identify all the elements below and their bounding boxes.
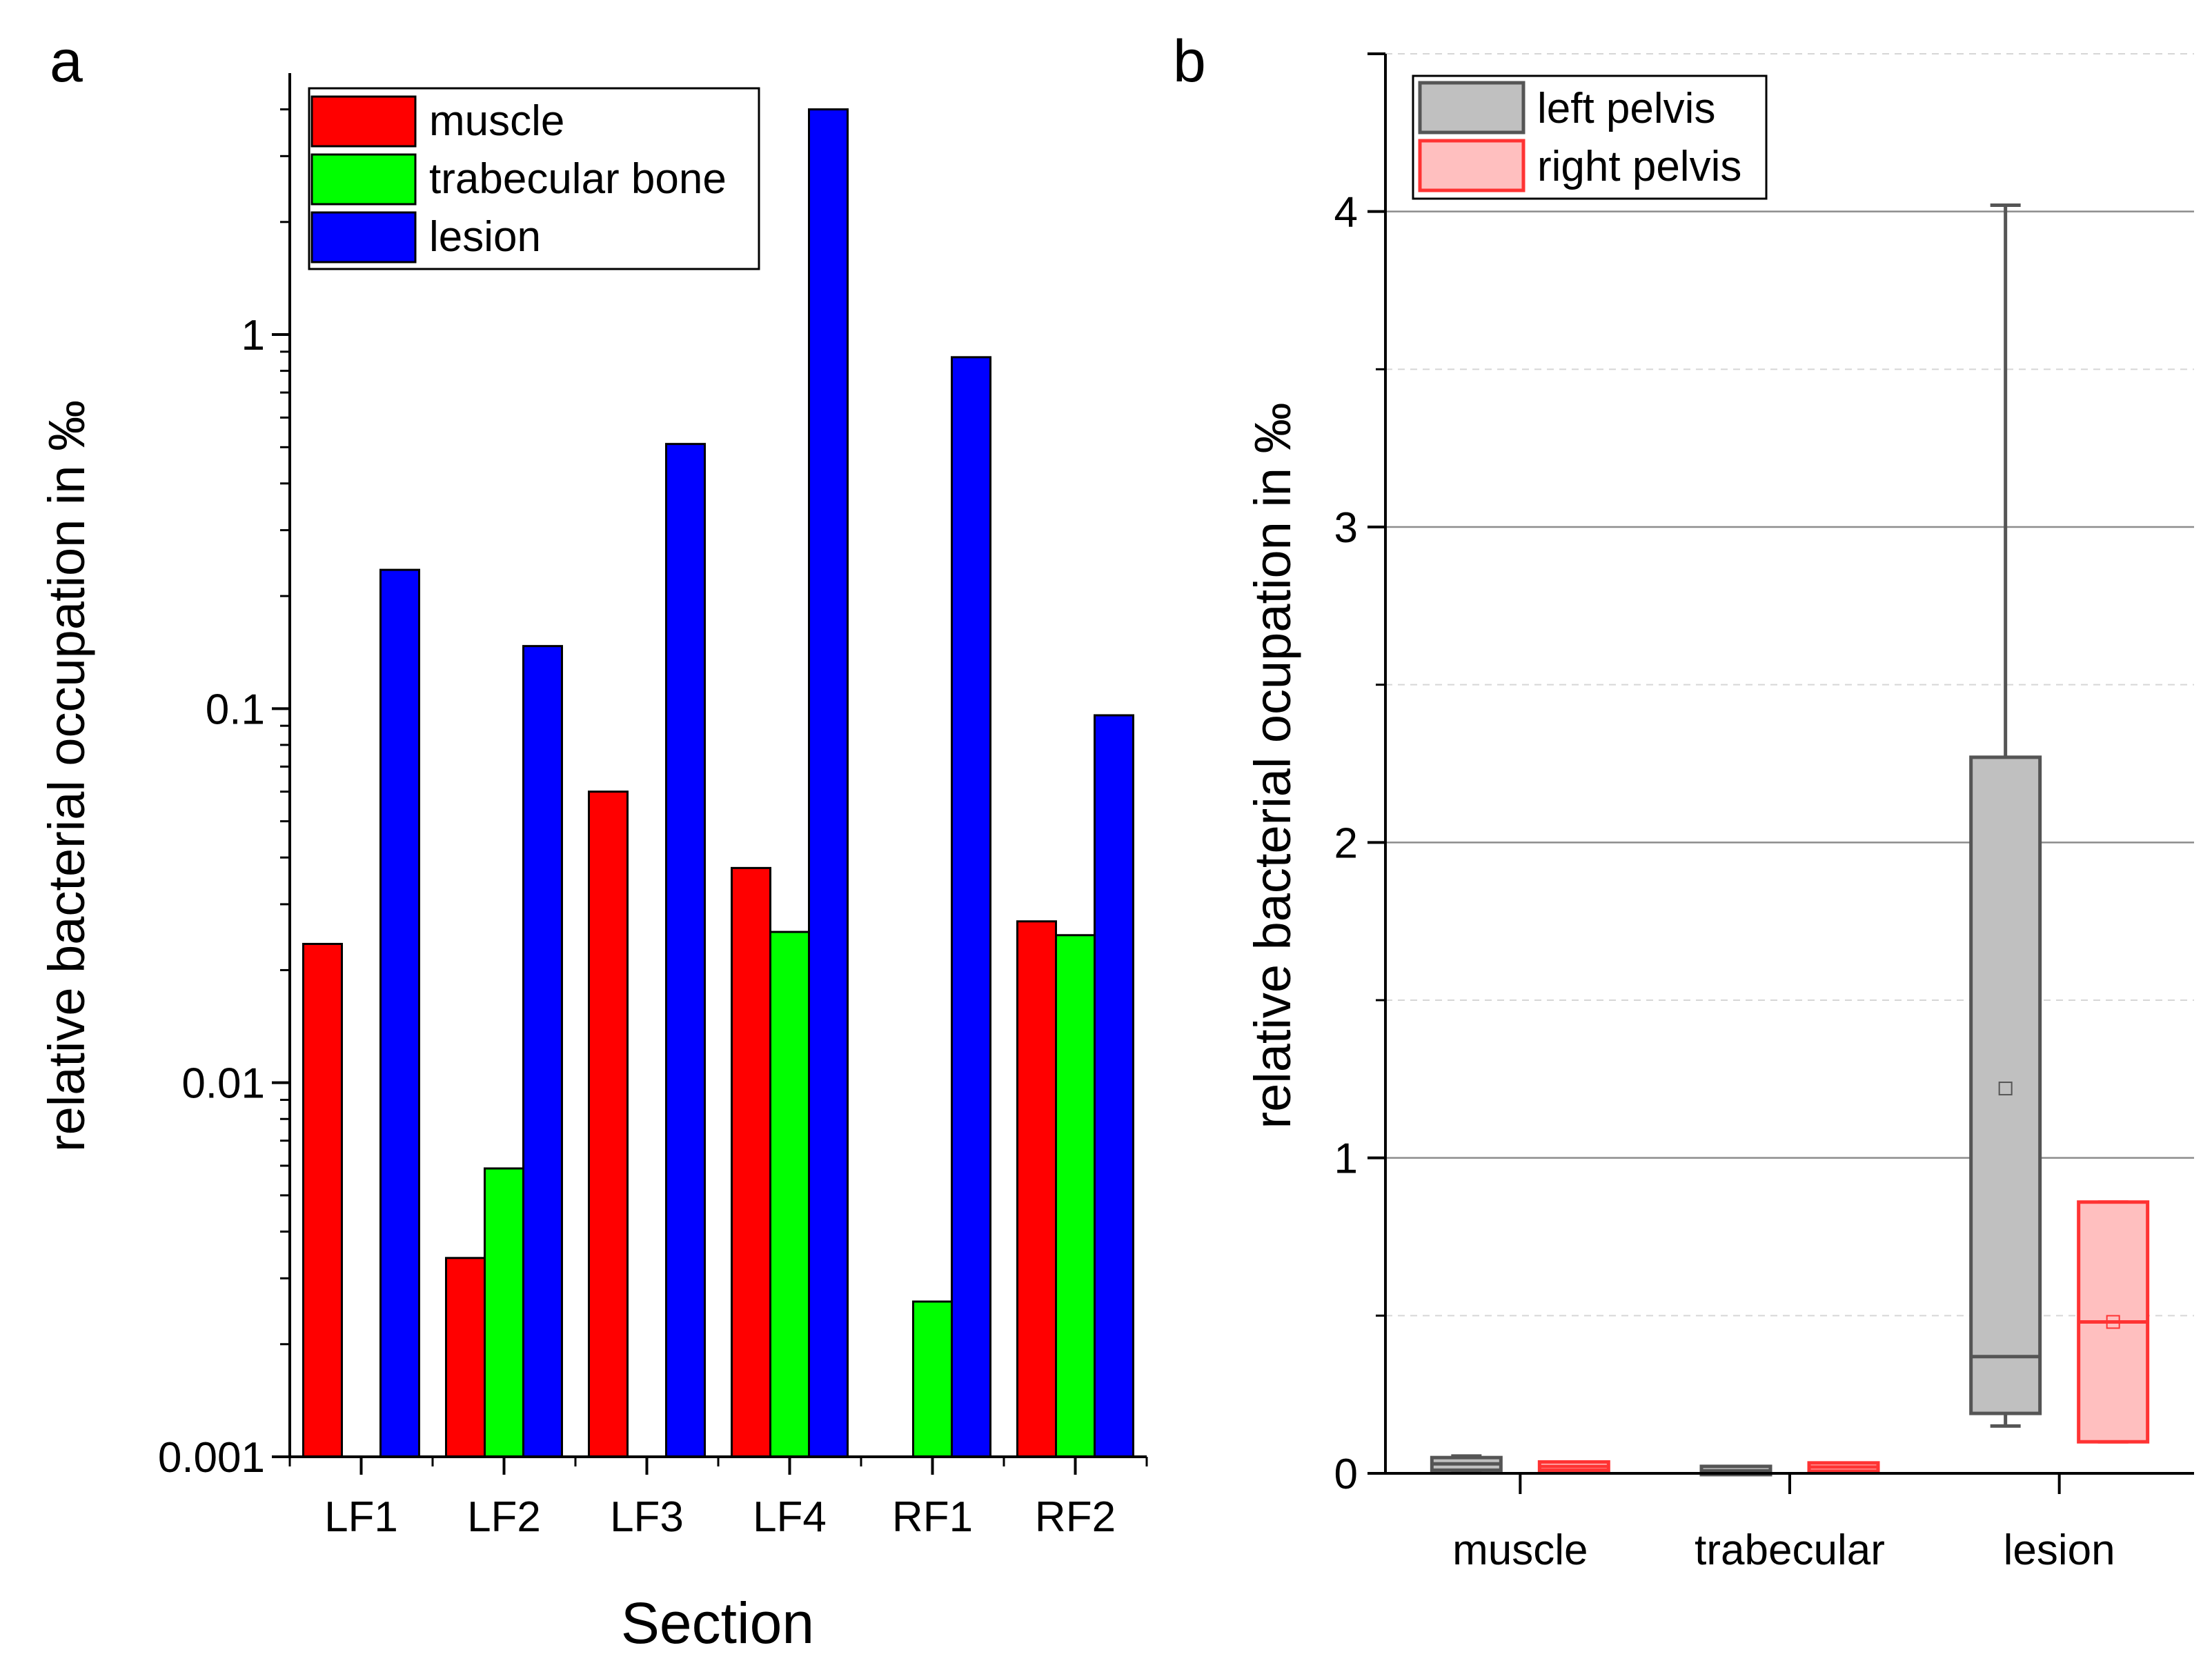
panel-a-x-tick-label: RF2 — [1035, 1493, 1116, 1541]
panel-a-x-tick-label: LF4 — [753, 1493, 827, 1541]
panel-b-x-tick-label: lesion — [2004, 1526, 2115, 1574]
bar-lf2-trabecular-bone — [484, 1167, 524, 1458]
legend-label-trabecular-bone: trabecular bone — [429, 155, 727, 203]
box-mean-marker — [2106, 1315, 2120, 1329]
box-muscle-left-pelvis — [1430, 1454, 1503, 1474]
bar-lf2-lesion — [522, 645, 563, 1458]
bar-lf1-muscle — [302, 942, 343, 1458]
bar-rf2-muscle — [1016, 920, 1057, 1458]
panel-a-x-axis-title: Section — [621, 1591, 814, 1655]
panel-a-y-tick-label: 1 — [241, 312, 265, 359]
box-muscle-right-pelvis — [1537, 1460, 1610, 1472]
bar-lf2-muscle — [445, 1257, 486, 1458]
panel-b-y-tick-label: 3 — [1334, 504, 1358, 552]
bar-lf3-muscle — [588, 790, 629, 1458]
box-lesion-left-pelvis — [1969, 203, 2042, 1428]
panel-a-legend: muscle trabecular bone lesion — [308, 87, 760, 270]
panel-b-legend: left pelvis right pelvis — [1412, 74, 1768, 200]
panel-a: a 0.001 0.01 0.1 1 LF1 LF2 LF3 LF4 RF1 RF2 Secti… — [38, 28, 1148, 1655]
legend-label-right-pelvis: right pelvis — [1537, 143, 1741, 190]
panel-b-y-tick-label: 4 — [1334, 189, 1358, 237]
box-lesion-right-pelvis — [2077, 1200, 2150, 1444]
bar-rf1-lesion — [951, 356, 991, 1458]
panel-a-letter: a — [50, 28, 83, 94]
box-iqr — [1969, 755, 2042, 1415]
panel-a-x-tick-label: LF1 — [324, 1493, 398, 1541]
legend-swatch-muscle — [310, 95, 417, 148]
legend-swatch-left-pelvis — [1418, 81, 1525, 135]
bar-rf2-lesion — [1094, 714, 1134, 1458]
legend-label-left-pelvis: left pelvis — [1537, 85, 1715, 132]
legend-swatch-trabecular-bone — [310, 153, 417, 206]
panel-a-y-axis-title: relative bacterial occupation in ‰ — [38, 400, 95, 1152]
legend-swatch-lesion — [310, 211, 417, 263]
panel-b-y-axis: 0 1 2 3 4 — [1334, 52, 1387, 1498]
panel-a-y-tick-label: 0.01 — [181, 1060, 265, 1108]
box-mean-marker — [1998, 1082, 2013, 1096]
panel-a-x-axis: LF1 LF2 LF3 LF4 RF1 RF2 — [288, 1455, 1148, 1541]
panel-a-x-tick-label: LF3 — [610, 1493, 684, 1541]
bar-lf3-lesion — [665, 443, 706, 1458]
panel-a-y-tick-label: 0.1 — [206, 686, 265, 733]
panel-b-y-tick-label: 0 — [1334, 1451, 1358, 1498]
panel-a-y-tick-label: 0.001 — [158, 1434, 265, 1482]
panel-b-x-tick-label: trabecular — [1695, 1526, 1885, 1574]
panel-b-x-axis: muscle trabecular lesion — [1385, 1472, 2194, 1574]
panel-a-y-axis: 0.001 0.01 0.1 1 — [158, 73, 291, 1482]
panel-b-y-axis-title: relative bacterial ocupation in ‰ — [1244, 402, 1301, 1128]
legend-label-lesion: lesion — [429, 213, 541, 261]
legend-label-muscle: muscle — [429, 97, 564, 145]
panel-b-x-tick-label: muscle — [1452, 1526, 1588, 1574]
panel-b: b 0 1 2 3 4 muscle trabecular lesion relative … — [1173, 28, 2194, 1574]
panel-a-x-tick-label: LF2 — [467, 1493, 541, 1541]
bar-lf4-trabecular-bone — [769, 930, 810, 1458]
legend-swatch-right-pelvis — [1418, 139, 1525, 192]
panel-b-y-tick-label: 2 — [1334, 819, 1358, 867]
box-trabecular-right-pelvis — [1807, 1461, 1880, 1473]
panel-a-bars — [302, 108, 1134, 1458]
panel-a-x-tick-label: RF1 — [892, 1493, 973, 1541]
bar-lf4-lesion — [808, 108, 849, 1458]
bar-lf4-muscle — [731, 866, 771, 1458]
bar-lf1-lesion — [379, 568, 420, 1458]
panel-b-gridlines — [1385, 53, 2194, 1317]
bar-rf2-trabecular-bone — [1055, 934, 1096, 1458]
panel-b-letter: b — [1173, 28, 1206, 94]
bar-rf1-trabecular-bone — [912, 1300, 953, 1458]
panel-b-boxes — [1430, 203, 2150, 1477]
panel-b-y-tick-label: 1 — [1334, 1135, 1358, 1183]
